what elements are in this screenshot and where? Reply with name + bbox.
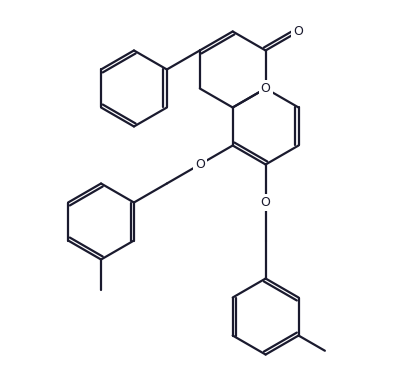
Text: O: O [195, 158, 205, 171]
Text: O: O [261, 82, 270, 95]
Text: O: O [294, 25, 303, 38]
Text: O: O [261, 196, 270, 209]
